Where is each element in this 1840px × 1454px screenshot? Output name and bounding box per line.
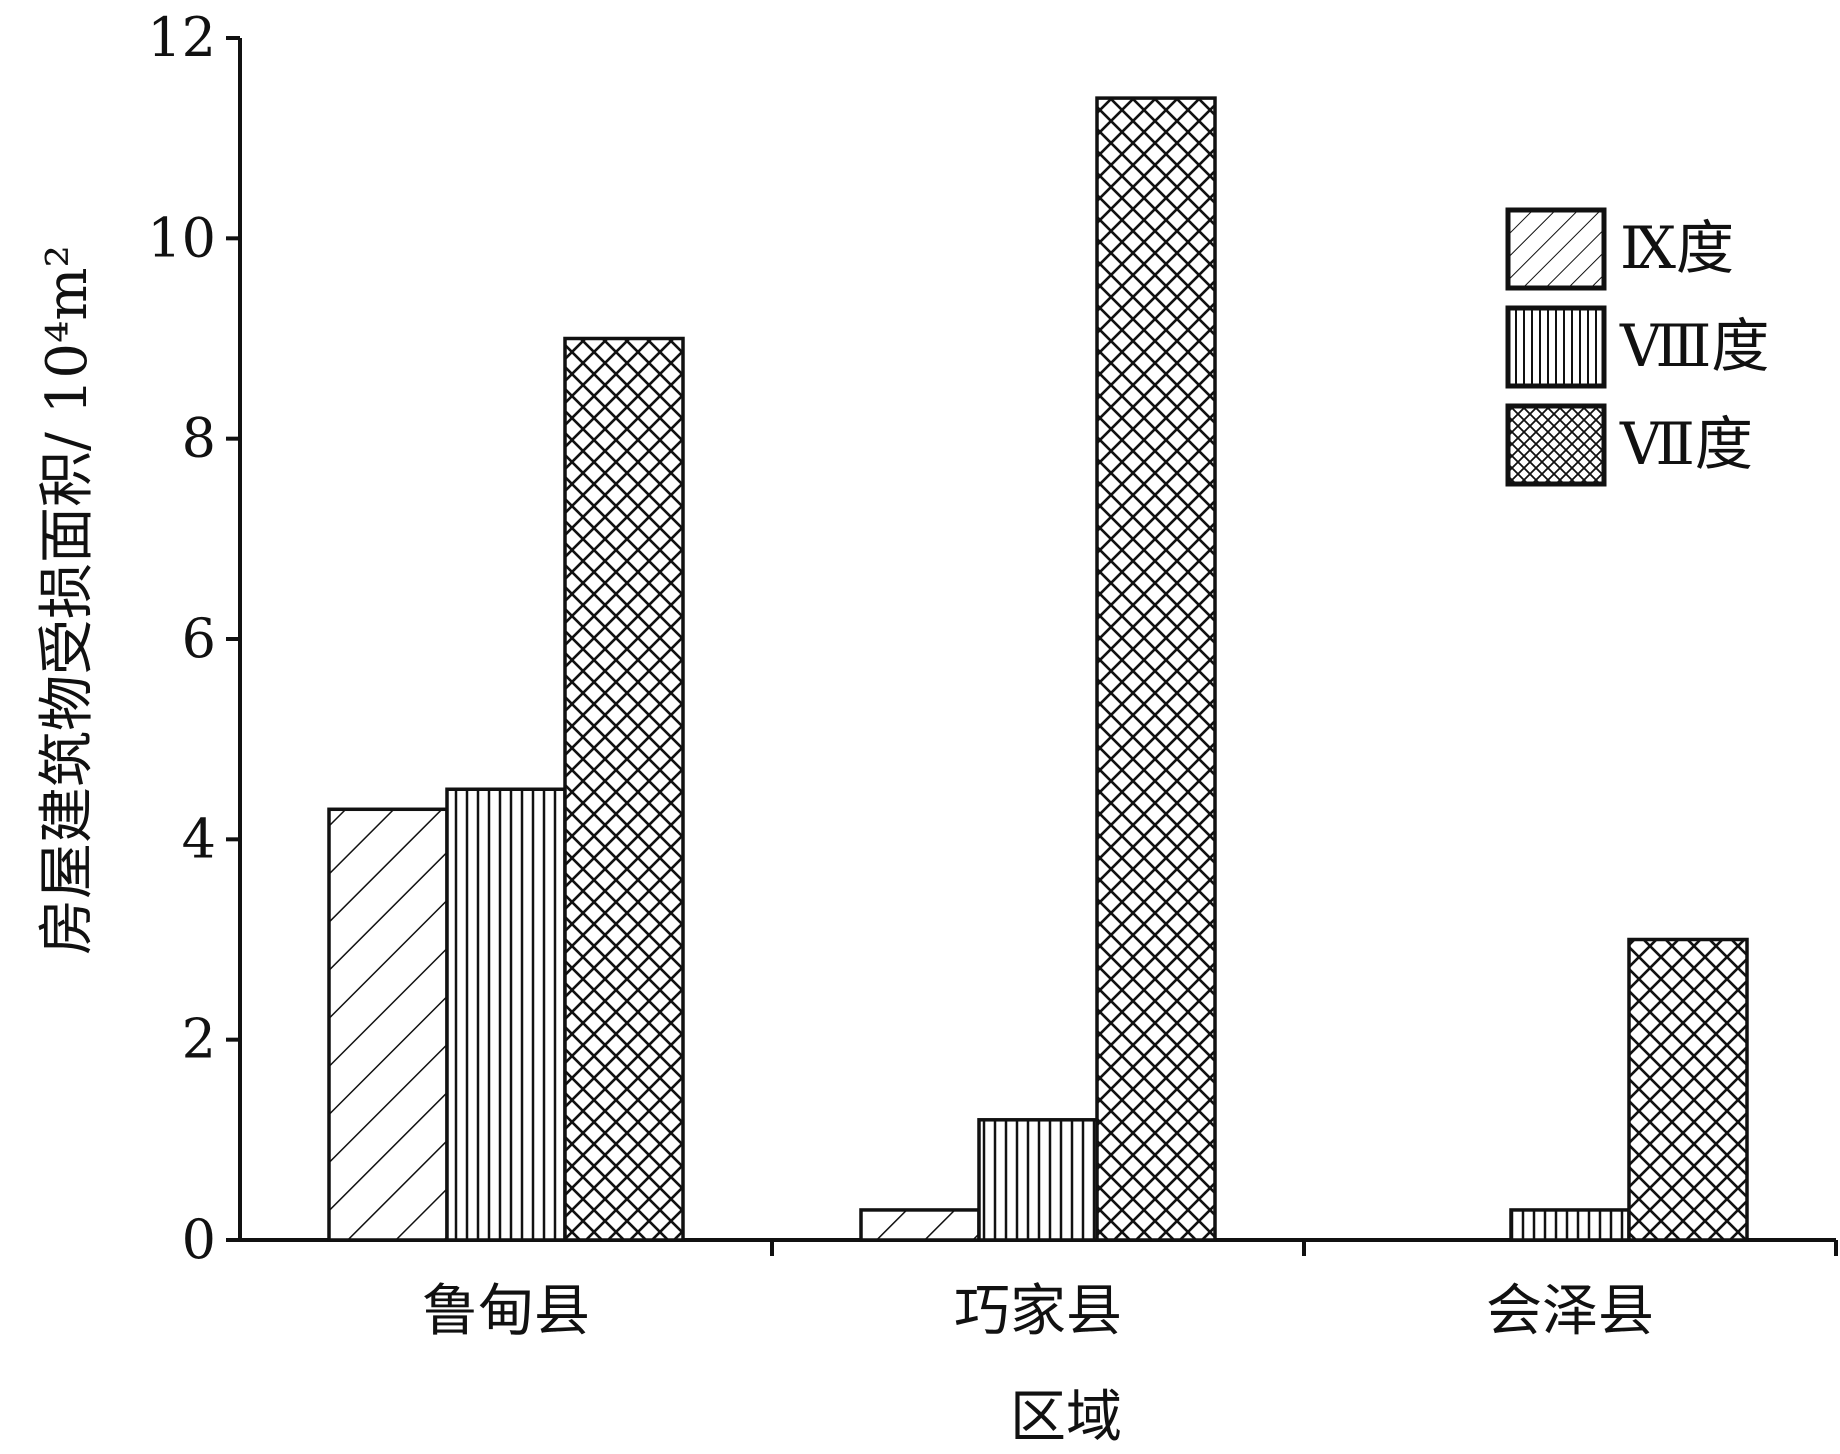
legend-label: Ⅸ度 xyxy=(1620,214,1734,282)
bars xyxy=(327,96,1749,1242)
y-tick-label: 8 xyxy=(182,407,216,470)
y-tick-label: 0 xyxy=(182,1208,216,1271)
y-tick-label: 10 xyxy=(147,206,216,269)
y-tick-label: 4 xyxy=(182,807,216,870)
x-axis-title: 区域 xyxy=(1010,1385,1122,1450)
legend-label: Ⅶ度 xyxy=(1619,410,1753,478)
x-category-label: 鲁甸县 xyxy=(422,1279,590,1344)
legend-swatch xyxy=(1505,305,1607,389)
bar-vertical xyxy=(1509,1208,1631,1242)
bar-crosshatch xyxy=(563,336,685,1242)
legend-label: Ⅷ度 xyxy=(1619,312,1769,380)
bar-crosshatch xyxy=(1627,937,1749,1242)
bar-crosshatch xyxy=(1095,96,1217,1242)
legend: Ⅸ度 Ⅷ度 Ⅶ度 xyxy=(1505,207,1769,487)
x-ticks xyxy=(770,1240,1838,1256)
bar-vertical xyxy=(445,787,567,1242)
y-tick-label: 12 xyxy=(147,6,216,69)
legend-swatch xyxy=(1505,207,1607,291)
category-labels: 鲁甸县 巧家县 会泽县 xyxy=(422,1279,1654,1344)
y-axis-title: 房屋建筑物受损面积/ 10⁴m² xyxy=(35,245,100,955)
bar-diagonal xyxy=(327,807,449,1242)
bar-diagonal xyxy=(859,1208,981,1242)
legend-swatch xyxy=(1505,403,1607,487)
y-ticks: 0 2 4 6 8 10 12 xyxy=(147,6,240,1271)
x-category-label: 会泽县 xyxy=(1486,1279,1654,1344)
x-category-label: 巧家县 xyxy=(954,1279,1122,1344)
y-tick-label: 2 xyxy=(182,1008,216,1071)
y-tick-label: 6 xyxy=(182,607,216,670)
bar-vertical xyxy=(977,1118,1099,1242)
